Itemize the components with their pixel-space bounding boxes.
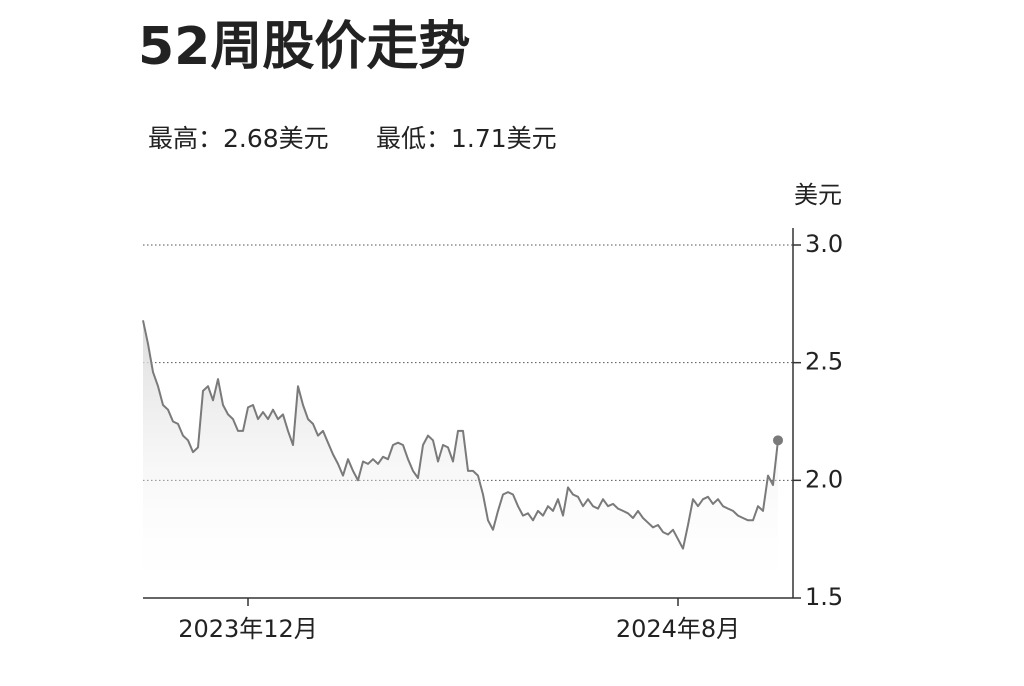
y-tick-label: 1.5 bbox=[805, 583, 843, 611]
line bbox=[142, 320, 779, 550]
area bbox=[143, 320, 778, 598]
y-axis-label: 美元 bbox=[794, 181, 842, 209]
y-tick-label: 2.5 bbox=[805, 348, 843, 376]
annotation: 最高：2.68美元 bbox=[148, 124, 329, 153]
annotation: 最低：1.71美元 bbox=[376, 124, 557, 153]
y-tick-label: 2.0 bbox=[805, 465, 843, 493]
chart-title: 52周股价走势 bbox=[138, 17, 470, 77]
y-tick-label: 3.0 bbox=[805, 230, 843, 258]
x-tick-label: 2023年12月 bbox=[178, 615, 318, 643]
x-tick-label: 2024年8月 bbox=[616, 615, 740, 643]
end-dot bbox=[773, 435, 783, 446]
